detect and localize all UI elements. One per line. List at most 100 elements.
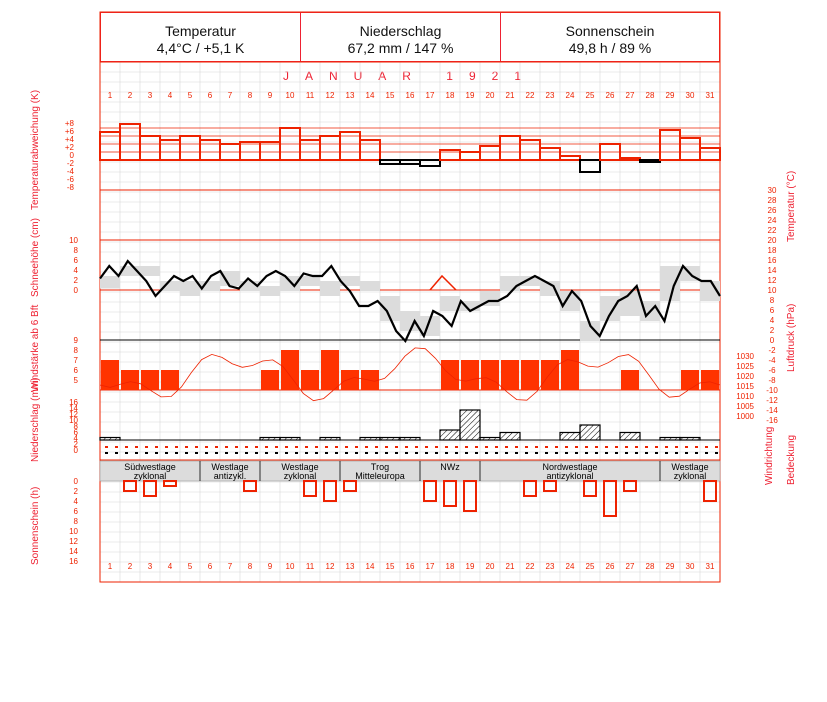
temp-tick: 28: [768, 196, 777, 205]
wind-direction-dot: [635, 446, 638, 448]
day-label-top: 13: [346, 91, 355, 100]
wind-direction-dot: [105, 446, 108, 448]
wind-bar: [281, 350, 299, 390]
wind-direction-dot: [365, 446, 368, 448]
temp-dev-bar: [599, 143, 621, 161]
day-label-top: 15: [386, 91, 395, 100]
day-label-bottom: 12: [326, 562, 335, 571]
weather-type-label: Südwestlage zyklonal: [124, 462, 176, 481]
wind-tick: 9: [74, 336, 79, 345]
wind-direction-dot: [445, 446, 448, 448]
precip-tick: 0: [74, 446, 79, 455]
snow-tick: 8: [74, 246, 79, 255]
cloud-dot: [295, 452, 298, 454]
cloud-dot: [115, 452, 118, 454]
cloud-dot: [135, 452, 138, 454]
temp-dev-bar: [579, 159, 601, 173]
temp-range-bar: [260, 286, 280, 296]
day-label-top: 28: [646, 91, 655, 100]
temp-dev-bar: [179, 135, 201, 161]
wind-direction-dot: [465, 446, 468, 448]
cloud-dot: [625, 452, 628, 454]
precip-tick: 12: [69, 410, 78, 419]
day-label-bottom: 19: [466, 562, 475, 571]
day-label-top: 21: [506, 91, 515, 100]
header-sunshine-value: 49,8 h / 89 %: [568, 40, 652, 56]
wind-direction-dot: [575, 446, 578, 448]
temp-range-bar: [580, 321, 600, 341]
temperature-line: [99, 259, 721, 343]
temp-tick: -16: [766, 416, 778, 425]
wind-direction-dot: [405, 446, 408, 448]
sun-tick: 0: [74, 477, 79, 486]
header-sunshine-label: Sonnenschein: [565, 23, 655, 39]
day-label-bottom: 9: [268, 562, 273, 571]
cloud-dot: [375, 452, 378, 454]
precip-bar: [559, 431, 581, 441]
temp-range-bar: [540, 281, 560, 296]
temp-tick: 2: [770, 326, 775, 335]
day-label-top: 14: [366, 91, 375, 100]
cloud-dot: [325, 452, 328, 454]
day-label-bottom: 22: [526, 562, 535, 571]
temp-tick: -6: [768, 366, 776, 375]
temp-tick: 8: [770, 296, 775, 305]
temp-dev-bar: [659, 129, 681, 161]
day-label-bottom: 11: [306, 562, 315, 571]
precip-bar: [659, 436, 681, 441]
temp-tick: -2: [768, 346, 776, 355]
cloud-dot: [445, 452, 448, 454]
day-label-top: 17: [426, 91, 435, 100]
day-label-top: 30: [686, 91, 695, 100]
temp-range-bar: [140, 266, 160, 276]
snow-tick: 0: [74, 286, 79, 295]
wind-direction-dot: [215, 446, 218, 448]
weather-type-label: Nordwestlage antizyklonal: [542, 462, 598, 481]
wind-direction-dot: [705, 446, 708, 448]
wind-direction-dot: [645, 446, 648, 448]
cloud-dot: [645, 452, 648, 454]
cloud-dot: [395, 452, 398, 454]
temp-range-bar: [120, 266, 140, 276]
pressure-tick: 1015: [736, 382, 754, 391]
temp-tick: 6: [770, 306, 775, 315]
temp-dev-tick: +4: [65, 135, 75, 144]
temp-range-bar: [500, 276, 520, 291]
day-label-top: 19: [466, 91, 475, 100]
temp-tick: 14: [768, 266, 777, 275]
day-label-bottom: 6: [208, 562, 213, 571]
day-label-top: 8: [248, 91, 253, 100]
temp-dev-tick: +8: [65, 119, 75, 128]
cloud-dot: [465, 452, 468, 454]
cloud-dot: [305, 452, 308, 454]
temp-range-bar: [340, 276, 360, 286]
sunshine-bar: [123, 480, 137, 492]
wind-bar: [681, 370, 699, 390]
wind-direction-dot: [595, 446, 598, 448]
wind-tick: 7: [74, 356, 79, 365]
wind-direction-dot: [205, 446, 208, 448]
day-label-top: 6: [208, 91, 213, 100]
cloud-dot: [675, 452, 678, 454]
sunshine-bar: [523, 480, 537, 497]
wind-bar: [461, 360, 479, 390]
temp-tick: -8: [768, 376, 776, 385]
cloud-dot: [185, 452, 188, 454]
cloud-dot: [195, 452, 198, 454]
weather-type-label: NWz: [440, 462, 460, 472]
day-label-bottom: 7: [228, 562, 233, 571]
sunshine-bar: [603, 480, 617, 517]
sun-tick: 14: [69, 547, 78, 556]
pressure-tick: 1020: [736, 372, 754, 381]
wind-direction-dot: [545, 446, 548, 448]
cloud-dot: [655, 452, 658, 454]
cloud-dot: [345, 452, 348, 454]
wind-direction-dot: [565, 446, 568, 448]
temp-range-bar: [360, 281, 380, 291]
cloud-dot: [515, 452, 518, 454]
cloud-dot: [715, 452, 718, 454]
temp-tick: 0: [770, 336, 775, 345]
cloud-dot: [335, 452, 338, 454]
temp-tick: -14: [766, 406, 778, 415]
cloud-dot: [535, 452, 538, 454]
